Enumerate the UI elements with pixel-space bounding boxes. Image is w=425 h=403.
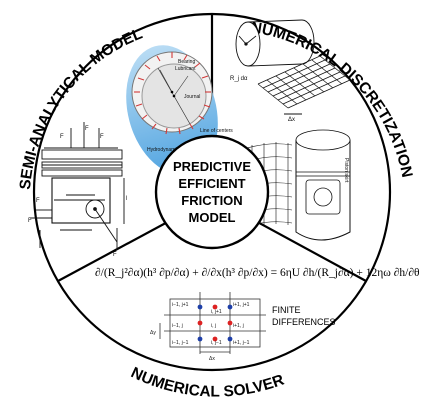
center-line-2: EFFICIENT <box>178 176 245 191</box>
svg-text:i, j+1: i, j+1 <box>211 309 222 315</box>
label-semi-analytical: SEMI-ANALYTICAL MODEL <box>17 25 145 190</box>
divider-right <box>249 217 367 282</box>
svg-text:R_j dα: R_j dα <box>230 76 248 82</box>
svg-text:Δx: Δx <box>288 117 295 123</box>
piston-ring-schematic: F F F F F F l <box>28 122 127 258</box>
reynolds-equation: ∂/(R_j²∂α)(h³ ∂p/∂α) + ∂/∂x(h³ ∂p/∂x) = … <box>95 267 420 279</box>
line-of-centers-label: Line of centers <box>200 128 233 134</box>
bearing-label: Bearing <box>178 59 195 65</box>
svg-text:i, j: i, j <box>211 323 216 329</box>
divider-left <box>57 217 176 282</box>
svg-text:F: F <box>28 218 32 224</box>
cylinder-mesh-illustration: Δx R_j dα <box>230 19 351 123</box>
svg-text:i, j−1: i, j−1 <box>211 340 222 346</box>
finite-label: FINITE <box>272 305 301 315</box>
svg-text:F: F <box>36 198 40 204</box>
svg-text:F: F <box>85 126 89 132</box>
center-line-4: MODEL <box>189 210 236 225</box>
lubricant-label: Lubricant <box>175 66 196 72</box>
svg-text:l: l <box>126 196 127 202</box>
svg-text:i−1, j+1: i−1, j+1 <box>172 302 189 308</box>
svg-text:F: F <box>100 134 104 140</box>
svg-text:i+1, j: i+1, j <box>233 323 244 329</box>
svg-text:Δx: Δx <box>209 356 215 362</box>
journal-label: Journal <box>184 94 200 100</box>
center-circle <box>154 134 270 250</box>
finite-difference-grid: i−1, j+1i, j+1i+1, j+1 i−1, j i, j i+1, j … <box>150 292 336 362</box>
svg-text:i+1, j+1: i+1, j+1 <box>233 302 250 308</box>
center-line-1: PREDICTIVE <box>173 159 251 174</box>
center-line-3: FRICTION <box>181 193 242 208</box>
svg-text:Piston skirt: Piston skirt <box>343 158 349 183</box>
svg-text:i−1, j−1: i−1, j−1 <box>172 340 189 346</box>
svg-text:F: F <box>60 134 64 140</box>
svg-text:i−1, j: i−1, j <box>172 323 183 329</box>
svg-text:Δy: Δy <box>150 330 156 336</box>
svg-text:i+1, j−1: i+1, j−1 <box>233 340 250 346</box>
differences-label: DIFFERENCES <box>272 317 336 327</box>
svg-text:F: F <box>113 252 117 258</box>
